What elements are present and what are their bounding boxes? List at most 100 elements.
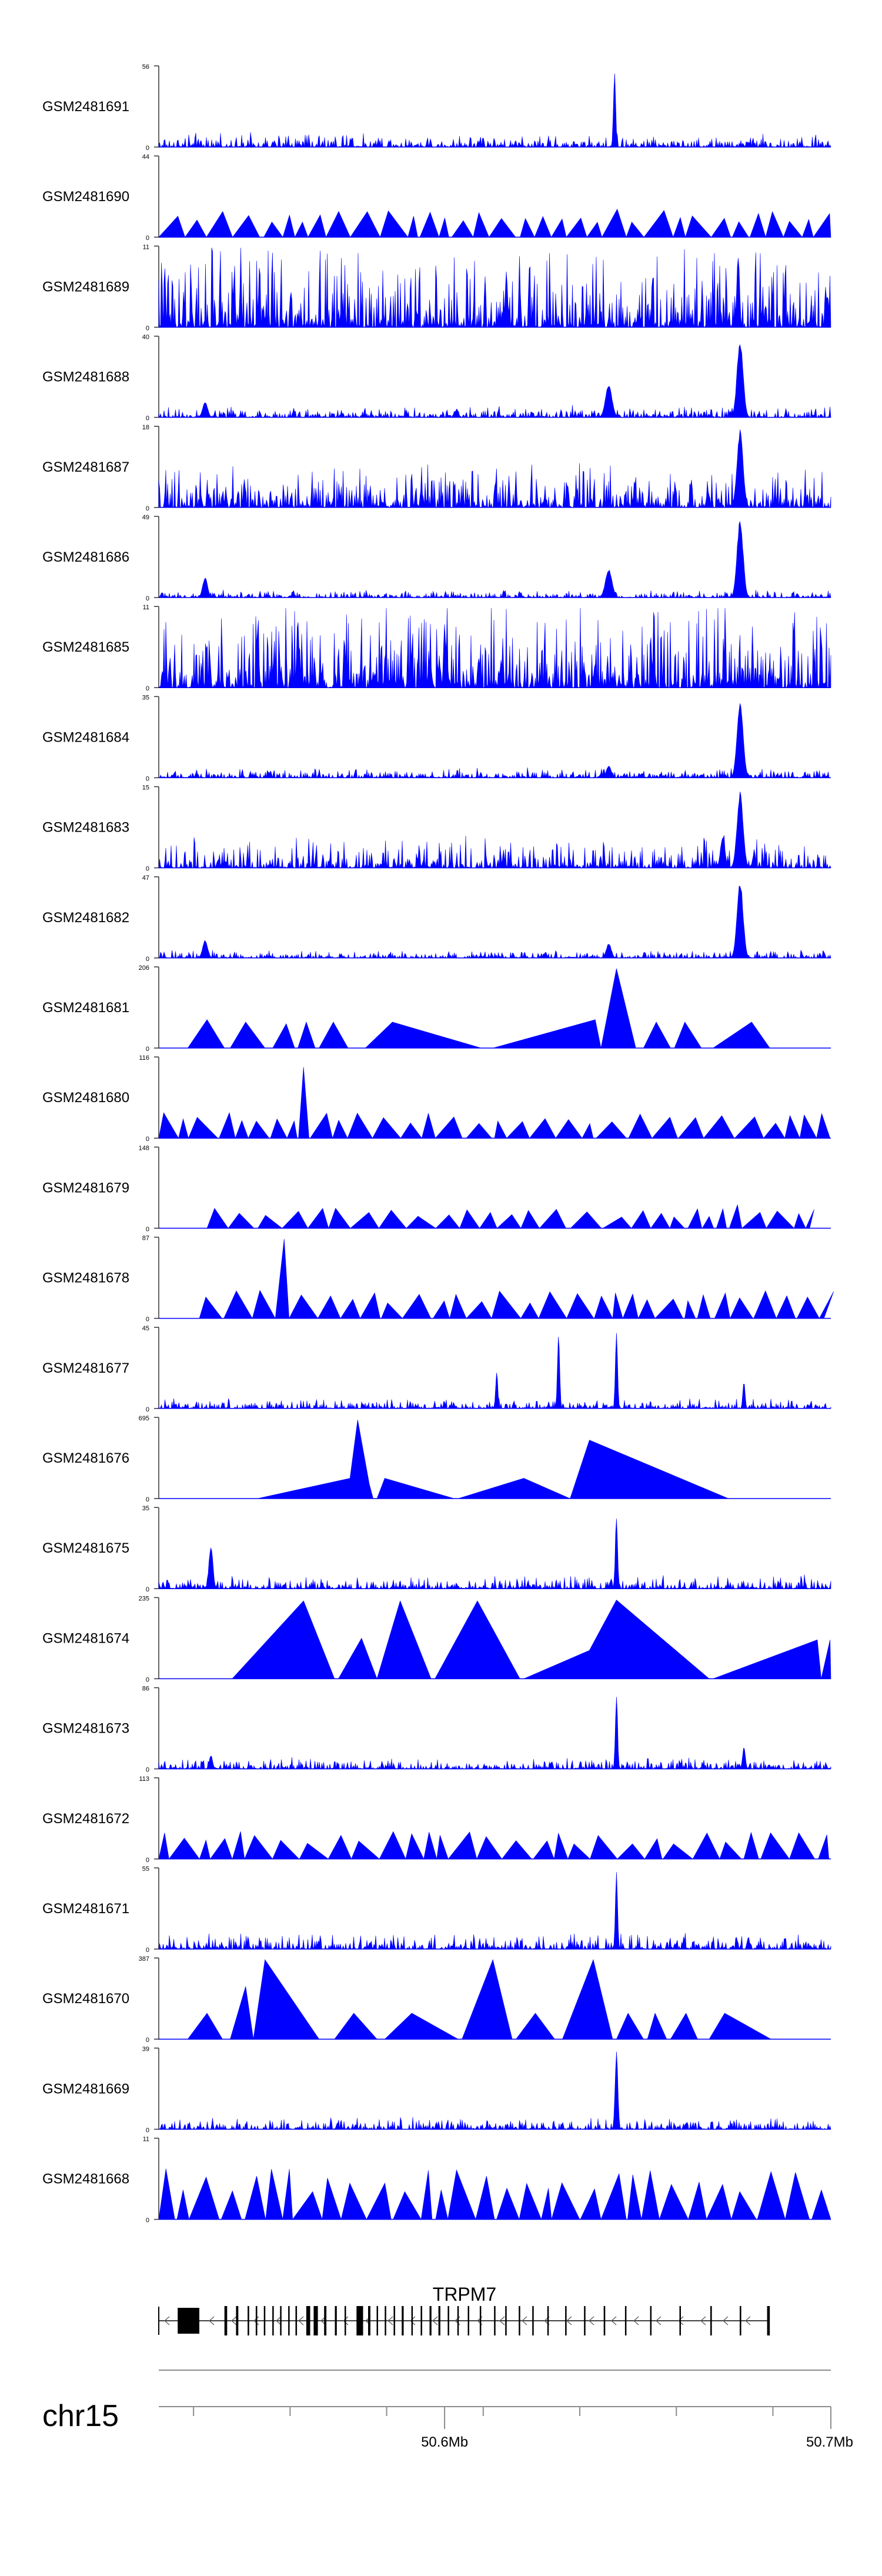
coverage-area — [158, 1067, 831, 1139]
exon — [306, 2306, 310, 2335]
coverage-area — [158, 344, 831, 418]
exon — [467, 2306, 469, 2335]
strand-arrow — [499, 2316, 505, 2325]
track-ymax-label: 35 — [142, 1505, 149, 1512]
track-GSM2481684: GSM2481684 35 0 — [42, 694, 831, 782]
exon — [224, 2306, 228, 2335]
coverage-area — [158, 73, 831, 148]
coverage-area — [158, 2168, 831, 2220]
track-label: GSM2481680 — [42, 1090, 129, 1106]
strand-arrow — [678, 2316, 684, 2325]
track-ymin-label: 0 — [146, 505, 149, 512]
exon — [255, 2306, 258, 2335]
strand-arrow — [723, 2316, 729, 2325]
track-ymax-label: 206 — [139, 965, 149, 972]
track-label: GSM2481668 — [42, 2171, 129, 2187]
track-ymax-label: 695 — [139, 1415, 149, 1422]
coverage-area — [206, 1204, 814, 1229]
track-label: GSM2481690 — [42, 189, 129, 205]
strand-arrow — [231, 2316, 237, 2325]
strand-arrow — [387, 2316, 393, 2325]
strand-arrow — [298, 2316, 304, 2325]
track-ymax-label: 55 — [142, 1866, 149, 1873]
track-label: GSM2481676 — [42, 1450, 129, 1466]
exon — [447, 2306, 449, 2335]
track-ymin-label: 0 — [146, 1316, 149, 1323]
exon — [547, 2306, 549, 2335]
track-GSM2481685: GSM2481685 11 0 — [42, 604, 831, 692]
exon — [288, 2306, 290, 2335]
track-ymax-label: 35 — [142, 694, 149, 701]
track-ymin-label: 0 — [146, 1226, 149, 1233]
track-label: GSM2481686 — [42, 549, 129, 565]
coverage-area — [158, 208, 831, 238]
exon — [280, 2306, 282, 2335]
track-ymin-label: 0 — [146, 956, 149, 963]
exon — [457, 2306, 459, 2335]
track-ymax-label: 15 — [142, 785, 149, 792]
gene-track: TRPM7 — [158, 2284, 770, 2335]
track-ymax-label: 148 — [139, 1144, 149, 1152]
exon — [532, 2306, 534, 2335]
track-GSM2481671: GSM2481671 55 0 — [42, 1866, 831, 1954]
exon — [313, 2306, 318, 2335]
coverage-area — [158, 1519, 831, 1590]
track-label: GSM2481670 — [42, 1991, 129, 2007]
track-GSM2481680: GSM2481680 116 0 — [42, 1055, 831, 1143]
strand-arrow — [410, 2316, 416, 2325]
strand-arrow — [432, 2316, 438, 2325]
track-ymax-label: 11 — [143, 2136, 149, 2143]
track-GSM2481690: GSM2481690 44 0 — [42, 154, 831, 242]
track-label: GSM2481677 — [42, 1360, 129, 1376]
exon — [272, 2306, 274, 2335]
coverage-area — [158, 792, 831, 869]
coverage-area — [158, 521, 831, 599]
strand-arrow — [209, 2316, 215, 2325]
track-ymax-label: 113 — [139, 1776, 149, 1783]
track-GSM2481677: GSM2481677 45 0 — [42, 1325, 831, 1413]
axis-ticks: 50.6Mb 50.7Mb — [193, 2407, 853, 2450]
track-ymin-label: 0 — [146, 1947, 149, 1954]
track-GSM2481669: GSM2481669 39 0 — [42, 2046, 831, 2134]
exon — [767, 2306, 770, 2335]
exon — [438, 2306, 440, 2335]
exon — [356, 2306, 363, 2335]
track-GSM2481683: GSM2481683 15 0 — [42, 785, 831, 873]
track-GSM2481679: GSM2481679 148 0 — [42, 1144, 831, 1233]
exon — [494, 2306, 496, 2335]
track-ymin-label: 0 — [146, 595, 149, 602]
track-label: GSM2481669 — [42, 2081, 129, 2097]
track-ymax-label: 235 — [139, 1595, 149, 1602]
exon — [710, 2306, 712, 2335]
coverage-area — [158, 1333, 831, 1409]
track-ymin-label: 0 — [146, 2127, 149, 2134]
track-label: GSM2481684 — [42, 729, 129, 745]
strand-arrow — [589, 2316, 594, 2325]
track-ymax-label: 387 — [139, 1956, 149, 1963]
exon — [584, 2306, 586, 2335]
strand-arrow — [611, 2316, 617, 2325]
track-ymax-label: 56 — [142, 64, 149, 71]
exon — [178, 2308, 199, 2334]
exon — [263, 2306, 266, 2335]
track-GSM2481674: GSM2481674 235 0 — [42, 1595, 831, 1683]
track-ymin-label: 0 — [146, 325, 149, 332]
track-ymin-label: 0 — [146, 866, 149, 873]
exon — [368, 2306, 370, 2335]
track-label: GSM2481688 — [42, 369, 129, 385]
track-label: GSM2481673 — [42, 1721, 129, 1737]
track-label: GSM2481672 — [42, 1811, 129, 1827]
exon — [411, 2306, 413, 2335]
strand-arrow — [522, 2316, 527, 2325]
coverage-area — [158, 429, 831, 508]
exon — [324, 2306, 327, 2335]
track-ymax-label: 40 — [142, 334, 149, 341]
exon — [393, 2306, 395, 2335]
track-ymin-label: 0 — [146, 1496, 149, 1503]
coverage-area — [187, 968, 770, 1049]
track-ymin-label: 0 — [146, 2037, 149, 2044]
track-label: GSM2481685 — [42, 639, 129, 655]
exon — [479, 2306, 482, 2335]
strand-arrow — [656, 2316, 662, 2325]
track-label: GSM2481681 — [42, 1000, 129, 1016]
